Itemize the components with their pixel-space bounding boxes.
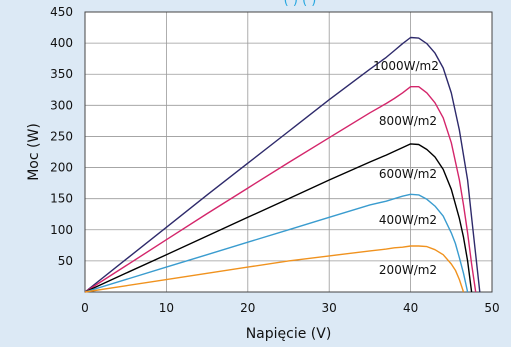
x-tick-label-50: 50 [484,301,499,315]
series-label-200W/m2: 200W/m2 [379,263,437,277]
plot-area [85,12,492,292]
series-line-1000W/m2 [84,36,481,293]
series-line-200W/m2 [84,245,465,293]
y-tick-label-50: 50 [58,254,73,268]
y-tick-label-150: 150 [50,192,73,206]
y-tick-label-450: 450 [50,5,73,19]
x-tick-label-40: 40 [403,301,418,315]
series-line-400W/m2 [84,193,469,293]
x-tick-label-30: 30 [322,301,337,315]
plot-border [84,11,493,293]
series-line-800W/m2 [84,86,477,293]
x-tick-label-10: 10 [159,301,174,315]
y-tick-label-350: 350 [50,67,73,81]
series-label-800W/m2: 800W/m2 [379,114,437,128]
y-tick-label-250: 250 [50,129,73,143]
y-axis-title: Moc (W) [26,123,42,181]
top-title-fragment: ( ) ( ) [284,0,317,8]
x-tick-label-0: 0 [81,301,89,315]
series-label-1000W/m2: 1000W/m2 [373,59,439,73]
y-tick-label-100: 100 [50,223,73,237]
series-line-600W/m2 [84,143,473,293]
y-tick-label-400: 400 [50,36,73,50]
y-tick-label-200: 200 [50,161,73,175]
series-label-400W/m2: 400W/m2 [379,213,437,227]
x-axis-title: Napięcie (V) [246,326,332,342]
x-tick-label-20: 20 [240,301,255,315]
series-label-600W/m2: 600W/m2 [379,167,437,181]
y-tick-label-300: 300 [50,98,73,112]
